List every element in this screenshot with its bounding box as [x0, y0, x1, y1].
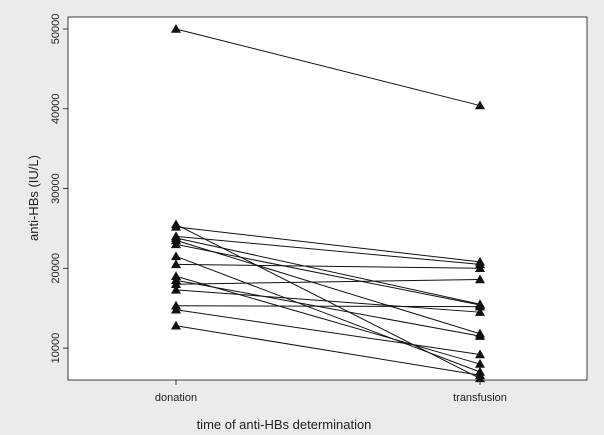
y-tick-label: 50000 [50, 14, 62, 45]
data-point-marker [475, 263, 485, 273]
data-point-marker [475, 274, 485, 284]
series-line [175, 275, 481, 365]
data-point-marker [475, 349, 485, 359]
y-tick-label: 10000 [50, 333, 62, 364]
data-point-marker [171, 23, 181, 33]
y-tick-label: 20000 [50, 253, 62, 284]
data-point-marker [171, 259, 181, 269]
series-line [175, 237, 481, 305]
series-line [175, 263, 481, 269]
y-axis-title: anti-HBs (IU/L) [26, 155, 41, 241]
y-tick-label: 30000 [50, 173, 62, 204]
x-axis: donation transfusion [155, 380, 507, 404]
data-point-marker [171, 279, 181, 289]
series-line [175, 309, 481, 355]
data-point-marker [171, 284, 181, 294]
data-point-marker [171, 251, 181, 261]
data-point-marker [475, 100, 485, 110]
series-line [175, 239, 481, 335]
series-line [175, 235, 481, 265]
y-axis: 10000 20000 30000 40000 50000 [50, 14, 68, 364]
data-point-marker [475, 370, 485, 379]
x-axis-title: time of anti-HBs determination [197, 417, 372, 432]
x-tick-label: donation [155, 392, 197, 404]
data-point-marker [475, 307, 485, 316]
plot-area [67, 16, 588, 381]
x-tick-label: transfusion [453, 392, 507, 404]
series-layer [171, 23, 485, 383]
data-point-marker [171, 304, 181, 314]
data-point-marker [171, 221, 181, 231]
data-point-marker [171, 320, 181, 330]
series-line [175, 278, 481, 285]
series-line [175, 279, 481, 337]
series-line [175, 289, 481, 313]
series-line [175, 325, 481, 376]
series-line [175, 226, 481, 263]
series-line [175, 28, 481, 107]
y-tick-label: 40000 [50, 93, 62, 124]
series-line [175, 243, 481, 306]
data-point-marker [475, 301, 485, 311]
series-line [175, 305, 481, 308]
series-line [175, 255, 481, 373]
data-point-marker [475, 331, 485, 340]
data-point-marker [171, 239, 181, 249]
data-point-marker [475, 359, 485, 368]
